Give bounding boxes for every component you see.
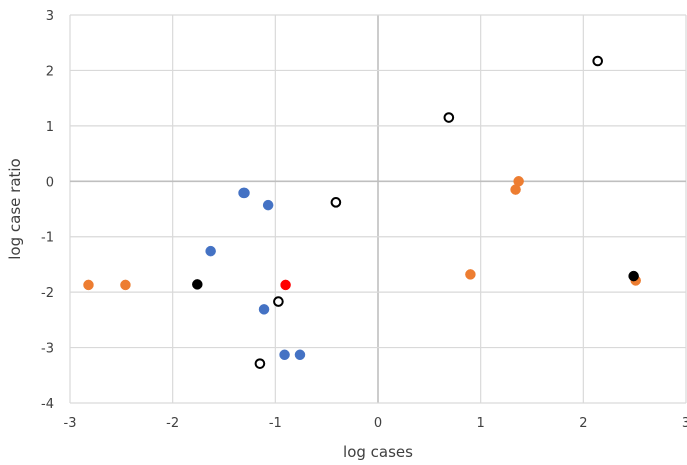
y-tick-label: -3 xyxy=(41,342,54,357)
data-point xyxy=(592,55,604,67)
y-tick-label: 3 xyxy=(46,9,54,24)
y-tick-label: -1 xyxy=(41,231,54,246)
x-axis-title: log cases xyxy=(343,443,413,461)
x-tick-label: -1 xyxy=(269,416,282,431)
data-point xyxy=(443,112,455,123)
data-point xyxy=(294,349,306,361)
data-point xyxy=(239,187,250,199)
data-point xyxy=(280,279,291,291)
data-point xyxy=(254,358,266,369)
x-tick-label: 1 xyxy=(477,416,485,431)
x-tick-label: 0 xyxy=(374,416,382,431)
y-tick-label: -2 xyxy=(41,286,54,301)
x-tick-label: -3 xyxy=(64,416,77,431)
grid-lines xyxy=(69,14,687,404)
data-point xyxy=(262,199,274,211)
data-point xyxy=(258,304,270,315)
data-point xyxy=(192,279,203,290)
data-point xyxy=(83,279,94,291)
y-tick-label: -4 xyxy=(41,397,54,412)
x-tick-label: -2 xyxy=(166,416,179,431)
data-point xyxy=(628,270,639,282)
x-tick-label: 3 xyxy=(682,416,687,431)
data-point xyxy=(465,269,476,280)
data-point xyxy=(273,296,284,307)
x-tick-label: 2 xyxy=(579,416,587,431)
tick-labels: -3 -2 -1 0 1 2 3 -4 -3 -2 -1 0 1 2 3 xyxy=(41,9,687,431)
y-tick-label: 0 xyxy=(46,175,54,190)
y-axis-title: log case ratio xyxy=(6,158,24,259)
y-tick-label: 1 xyxy=(46,120,54,135)
data-points xyxy=(83,55,641,369)
data-point xyxy=(513,176,524,187)
data-point xyxy=(330,197,342,208)
data-point xyxy=(205,245,216,257)
y-tick-label: 2 xyxy=(46,64,54,79)
data-point xyxy=(120,279,131,291)
data-point xyxy=(279,349,290,361)
